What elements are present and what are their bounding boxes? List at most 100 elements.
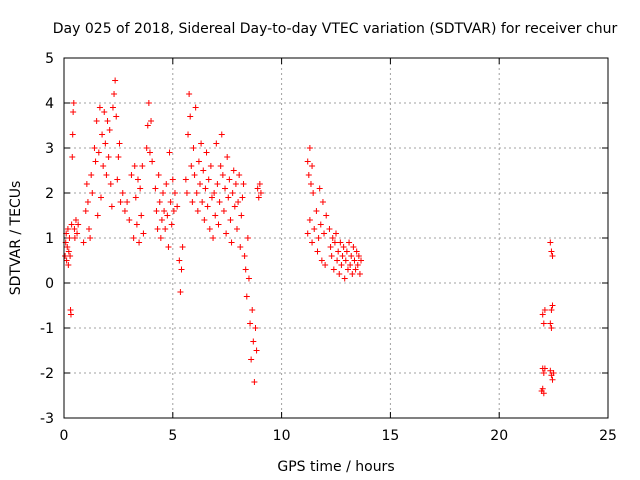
data-point xyxy=(251,379,258,385)
data-point xyxy=(239,194,246,201)
data-point xyxy=(97,194,104,201)
plot-frame xyxy=(63,57,609,419)
data-point xyxy=(100,163,107,169)
data-point xyxy=(116,140,123,147)
data-point xyxy=(307,181,314,187)
data-point xyxy=(132,194,139,201)
data-point xyxy=(93,118,100,124)
y-tick-label: 2 xyxy=(45,186,54,202)
data-point xyxy=(136,239,143,246)
data-point xyxy=(95,149,102,156)
data-point xyxy=(541,365,548,372)
data-point xyxy=(170,208,177,214)
data-point xyxy=(161,208,168,214)
data-point xyxy=(124,199,131,205)
data-point xyxy=(254,185,261,192)
data-point xyxy=(140,230,147,237)
x-tick-label: 25 xyxy=(599,428,617,444)
data-point xyxy=(540,390,547,397)
data-point xyxy=(313,208,320,214)
data-point xyxy=(66,235,73,241)
data-point xyxy=(217,163,224,169)
data-point xyxy=(322,262,329,268)
data-point xyxy=(216,199,223,205)
data-point xyxy=(83,181,90,187)
data-point xyxy=(115,154,122,160)
y-tick-label: 4 xyxy=(45,96,54,112)
data-point xyxy=(318,257,325,264)
data-point xyxy=(342,257,349,264)
data-point xyxy=(215,221,222,228)
data-point xyxy=(87,235,94,241)
data-point xyxy=(70,100,77,106)
data-point xyxy=(213,140,220,147)
data-point xyxy=(336,271,343,277)
data-point xyxy=(197,181,203,187)
data-point xyxy=(219,172,226,178)
data-point xyxy=(182,176,189,183)
data-point xyxy=(92,158,99,165)
data-point xyxy=(177,289,184,295)
data-point xyxy=(96,104,103,111)
data-point xyxy=(75,221,82,228)
data-point xyxy=(82,208,89,214)
data-point xyxy=(65,262,72,268)
data-point xyxy=(69,131,76,138)
data-point xyxy=(199,199,206,205)
data-point xyxy=(350,244,357,250)
data-point xyxy=(330,266,337,273)
x-tick-label: 20 xyxy=(490,428,508,444)
data-point xyxy=(107,181,114,187)
data-point xyxy=(157,235,164,241)
data-point xyxy=(191,172,198,178)
data-point xyxy=(231,203,238,210)
data-point xyxy=(74,230,81,237)
data-point xyxy=(206,226,213,232)
data-point xyxy=(67,311,74,318)
data-point xyxy=(309,163,316,169)
data-point xyxy=(317,221,324,228)
data-point xyxy=(314,248,321,255)
data-point xyxy=(337,239,344,246)
data-point xyxy=(63,257,70,264)
data-point xyxy=(149,158,156,165)
data-point xyxy=(255,194,262,201)
x-axis-label: GPS time / hours xyxy=(277,459,394,475)
data-point xyxy=(229,190,236,196)
data-point xyxy=(539,311,546,318)
data-point xyxy=(549,253,556,259)
data-point xyxy=(91,145,98,151)
data-point xyxy=(119,190,126,196)
data-point xyxy=(356,271,363,277)
data-point xyxy=(339,253,346,259)
data-point xyxy=(333,230,339,237)
data-point xyxy=(549,376,556,383)
data-point xyxy=(183,190,190,196)
data-point xyxy=(242,266,249,273)
y-tick-label: 5 xyxy=(45,51,54,67)
data-point xyxy=(187,113,194,120)
data-point xyxy=(109,104,116,111)
data-point xyxy=(67,253,74,259)
data-point xyxy=(316,185,323,192)
data-point xyxy=(165,244,172,250)
data-point xyxy=(153,208,160,214)
y-tick-label: 3 xyxy=(45,141,54,157)
data-point xyxy=(167,199,174,205)
data-point xyxy=(105,154,112,160)
data-point xyxy=(130,235,137,241)
data-point xyxy=(228,239,235,246)
data-point xyxy=(117,199,124,205)
data-point xyxy=(547,320,554,327)
data-point xyxy=(128,172,135,178)
data-point xyxy=(198,140,205,147)
data-point xyxy=(319,199,326,205)
data-point xyxy=(309,239,316,246)
data-point xyxy=(226,176,233,183)
data-point xyxy=(156,199,163,205)
data-point xyxy=(137,185,144,192)
x-tick-label: 5 xyxy=(168,428,177,444)
data-point xyxy=(138,212,145,219)
data-point xyxy=(169,176,176,183)
data-point xyxy=(69,154,76,160)
